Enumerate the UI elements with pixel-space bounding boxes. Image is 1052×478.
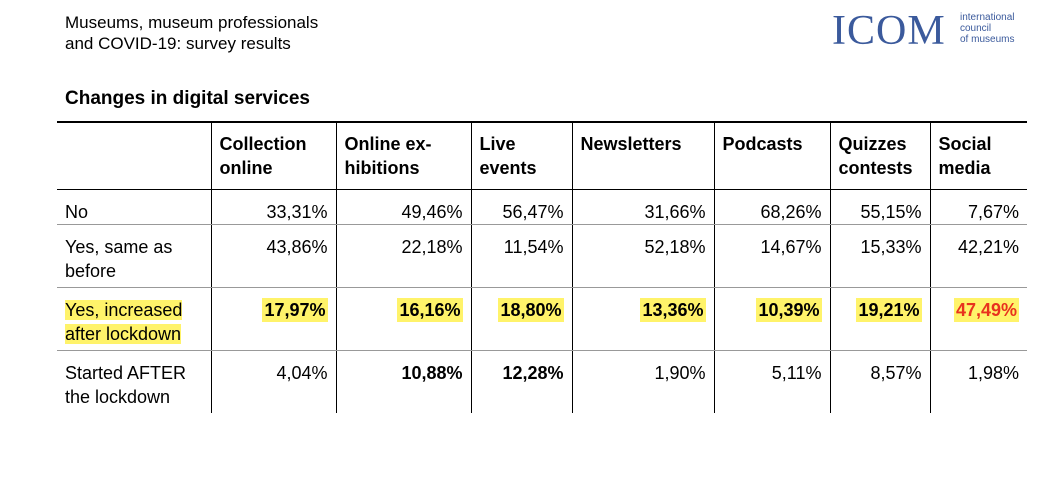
report-header: Museums, museum professionals and COVID-… <box>65 12 318 54</box>
table-cell: 22,18% <box>335 224 471 288</box>
table-cell: 15,33% <box>829 224 930 288</box>
table-cell: 5,11% <box>713 350 830 413</box>
table-cell: 31,66% <box>571 189 714 225</box>
column-header: Live events <box>470 121 572 190</box>
table-cell: 43,86% <box>210 224 336 288</box>
table-cell: 56,47% <box>470 189 572 225</box>
column-header: Podcasts <box>713 121 830 190</box>
column-header: Quizzes contests <box>829 121 930 190</box>
digital-services-table: Collection online Online ex-hibitions Liv… <box>57 121 1027 413</box>
logo-tagline-line2: council <box>960 23 992 34</box>
table-cell: 1,90% <box>571 350 714 413</box>
table-cell: 55,15% <box>829 189 930 225</box>
table-cell: 18,80% <box>470 287 572 351</box>
section-title: Changes in digital services <box>65 88 310 109</box>
table-cell: 17,97% <box>210 287 336 351</box>
column-header: Social media <box>929 121 1027 190</box>
table-cell: 1,98% <box>929 350 1027 413</box>
table-cell: 19,21% <box>829 287 930 351</box>
table-row-highlighted: Yes, increased after lockdown 17,97% 16,1… <box>57 287 1027 351</box>
logo-tagline-line1: international <box>960 12 1015 23</box>
logo-tagline-line3: of museums <box>960 34 1015 45</box>
row-label: Started AFTER the lockdown <box>65 363 187 407</box>
row-label: No <box>57 189 211 225</box>
table-row: Yes, same as before 43,86% 22,18% 11,54% … <box>57 224 1027 288</box>
table-cell: 14,67% <box>713 224 830 288</box>
table-cell: 33,31% <box>210 189 336 225</box>
table-cell: 12,28% <box>470 350 572 413</box>
table-cell: 4,04% <box>210 350 336 413</box>
table-cell: 10,39% <box>713 287 830 351</box>
icom-logo: ICOM international council of museums <box>832 8 1032 54</box>
row-label: Yes, increased after lockdown <box>57 287 211 351</box>
table-cell: 16,16% <box>335 287 471 351</box>
table-cell: 8,57% <box>829 350 930 413</box>
table-cell: 68,26% <box>713 189 830 225</box>
logo-wordmark: ICOM <box>832 8 946 54</box>
table-cell-emphasis: 47,49% <box>929 287 1027 351</box>
table-cell: 11,54% <box>470 224 572 288</box>
report-title-line1: Museums, museum professionals <box>65 13 319 32</box>
table-row: Started AFTER the lockdown 4,04% 10,88% 1… <box>57 350 1027 413</box>
table-cell: 10,88% <box>335 350 471 413</box>
table-cell: 52,18% <box>571 224 714 288</box>
logo-tagline: international council of museums <box>960 12 1014 45</box>
table-cell: 13,36% <box>571 287 714 351</box>
report-title-line2: and COVID-19: survey results <box>65 34 291 53</box>
column-header: Newsletters <box>571 121 714 190</box>
table-header-row: Collection online Online ex-hibitions Liv… <box>57 121 1027 190</box>
row-label: Yes, same as before <box>57 224 211 288</box>
table-row: No 33,31% 49,46% 56,47% 31,66% 68,26% 55… <box>57 189 1027 225</box>
column-header: Online ex-hibitions <box>335 121 471 190</box>
table-cell: 7,67% <box>929 189 1027 225</box>
header-empty-cell <box>57 121 211 190</box>
table-cell: 42,21% <box>929 224 1027 288</box>
column-header: Collection online <box>210 121 336 190</box>
table-cell: 49,46% <box>335 189 471 225</box>
